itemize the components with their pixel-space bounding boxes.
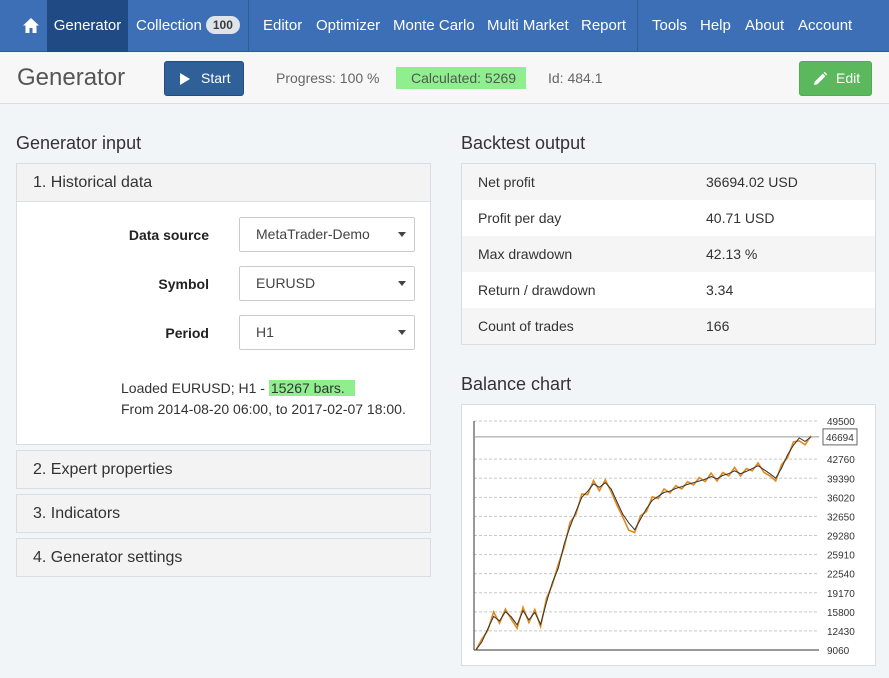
loaded-info-line1: Loaded EURUSD; H1 - 15267 bars. [121,378,355,399]
start-button-label: Start [201,70,231,86]
nav-optimizer[interactable]: Optimizer [316,17,381,34]
y-tick-label: 12430 [827,627,855,638]
calculated-badge: Calculated: 5269 [396,67,526,89]
edit-button-label: Edit [836,70,861,86]
chevron-down-icon [398,281,406,286]
stat-key: Profit per day [478,210,562,226]
expert-properties-panel[interactable]: 2. Expert properties [16,450,431,489]
backtest-table: Net profit 36694.02 USD Profit per day 4… [461,163,876,345]
y-tick-label: 19170 [827,589,855,600]
backtest-output-title: Backtest output [461,133,586,153]
y-tick-label: 25910 [827,551,855,562]
stat-key: Count of trades [478,318,574,334]
balance-chart-title: Balance chart [461,374,572,394]
stat-value: 40.71 USD [706,210,775,226]
chevron-down-icon [398,330,406,335]
y-tick-label: 36020 [827,493,855,504]
balance-chart: 49500 42760 39390 36020 32650 29280 25910 22540… [473,417,858,657]
y-tick-label: 9060 [827,646,850,657]
table-row: Profit per day 40.71 USD [462,200,875,236]
nav-collection[interactable]: Collection 100 [136,0,240,52]
nav-divider [637,0,638,52]
y-tick-label: 32650 [827,512,855,523]
y-tick-label: 15800 [827,608,855,619]
y-tick-label: 42760 [827,455,855,466]
period-value: H1 [256,324,274,340]
period-label: Period [165,325,209,341]
chevron-down-icon [398,232,406,237]
data-source-label: Data source [128,227,209,243]
indicators-panel[interactable]: 3. Indicators [16,494,431,533]
nav-tools[interactable]: Tools [652,17,688,34]
play-icon [180,73,190,85]
pencil-icon [814,71,828,85]
current-value-label: 46694 [826,433,854,444]
table-row: Count of trades 166 [462,308,875,344]
period-select[interactable]: H1 [239,315,415,350]
nav-about[interactable]: About [745,17,785,34]
y-tick-label: 22540 [827,570,855,581]
nav-report[interactable]: Report [581,17,627,34]
nav-collection-label: Collection [136,17,202,34]
progress-text: Progress: 100 % [276,70,380,86]
generator-input-title: Generator input [16,133,142,153]
nav-multi-market[interactable]: Multi Market [487,17,569,34]
nav-divider [248,0,249,52]
nav-editor[interactable]: Editor [263,17,303,34]
toolbar: Generator Start Progress: 100 % Calculat… [0,53,889,104]
y-tick-label: 49500 [827,417,855,428]
current-value-box [822,428,858,446]
stat-value: 166 [706,318,730,334]
nav-help[interactable]: Help [700,17,731,34]
generator-settings-panel[interactable]: 4. Generator settings [16,538,431,577]
symbol-select[interactable]: EURUSD [239,266,415,301]
stat-value: 36694.02 USD [706,174,798,190]
home-icon [23,18,39,33]
loaded-bars-highlight: 15267 bars. [268,380,355,396]
table-row: Return / drawdown 3.34 [462,272,875,308]
symbol-value: EURUSD [256,275,316,291]
edit-button[interactable]: Edit [799,61,872,96]
stat-key: Return / drawdown [478,282,596,298]
balance-chart-panel: 49500 42760 39390 36020 32650 29280 25910 22540… [461,404,876,666]
nav-monte-carlo[interactable]: Monte Carlo [393,17,475,34]
y-tick-label: 29280 [827,532,855,543]
y-tick-label: 39390 [827,474,855,485]
nav-account[interactable]: Account [798,17,853,34]
collection-count-badge: 100 [205,16,240,34]
historical-data-panel: 1. Historical data Data source MetaTrade… [16,163,431,445]
loaded-range: From 2014-08-20 06:00, to 2017-02-07 18:… [121,401,406,417]
home-button[interactable] [0,0,47,52]
table-row: Net profit 36694.02 USD [462,164,875,200]
stat-key: Max drawdown [478,246,573,262]
nav-generator-label: Generator [53,17,122,34]
symbol-label: Symbol [158,276,209,292]
strategy-id: Id: 484.1 [548,70,603,86]
top-navbar: Generator Collection 100 Editor Optimizer… [0,0,889,52]
stat-key: Net profit [478,174,535,190]
data-source-select[interactable]: MetaTrader-Demo [239,217,415,252]
page-title: Generator [17,64,126,91]
start-button[interactable]: Start [164,61,244,96]
balance-line [475,436,812,651]
stat-value: 42.13 % [706,246,758,262]
stat-value: 3.34 [706,282,734,298]
table-row: Max drawdown 42.13 % [462,236,875,272]
historical-data-header[interactable]: 1. Historical data [17,164,430,202]
nav-generator[interactable]: Generator [47,0,128,52]
data-source-value: MetaTrader-Demo [256,226,370,242]
loaded-prefix: Loaded EURUSD; H1 - [121,380,269,396]
